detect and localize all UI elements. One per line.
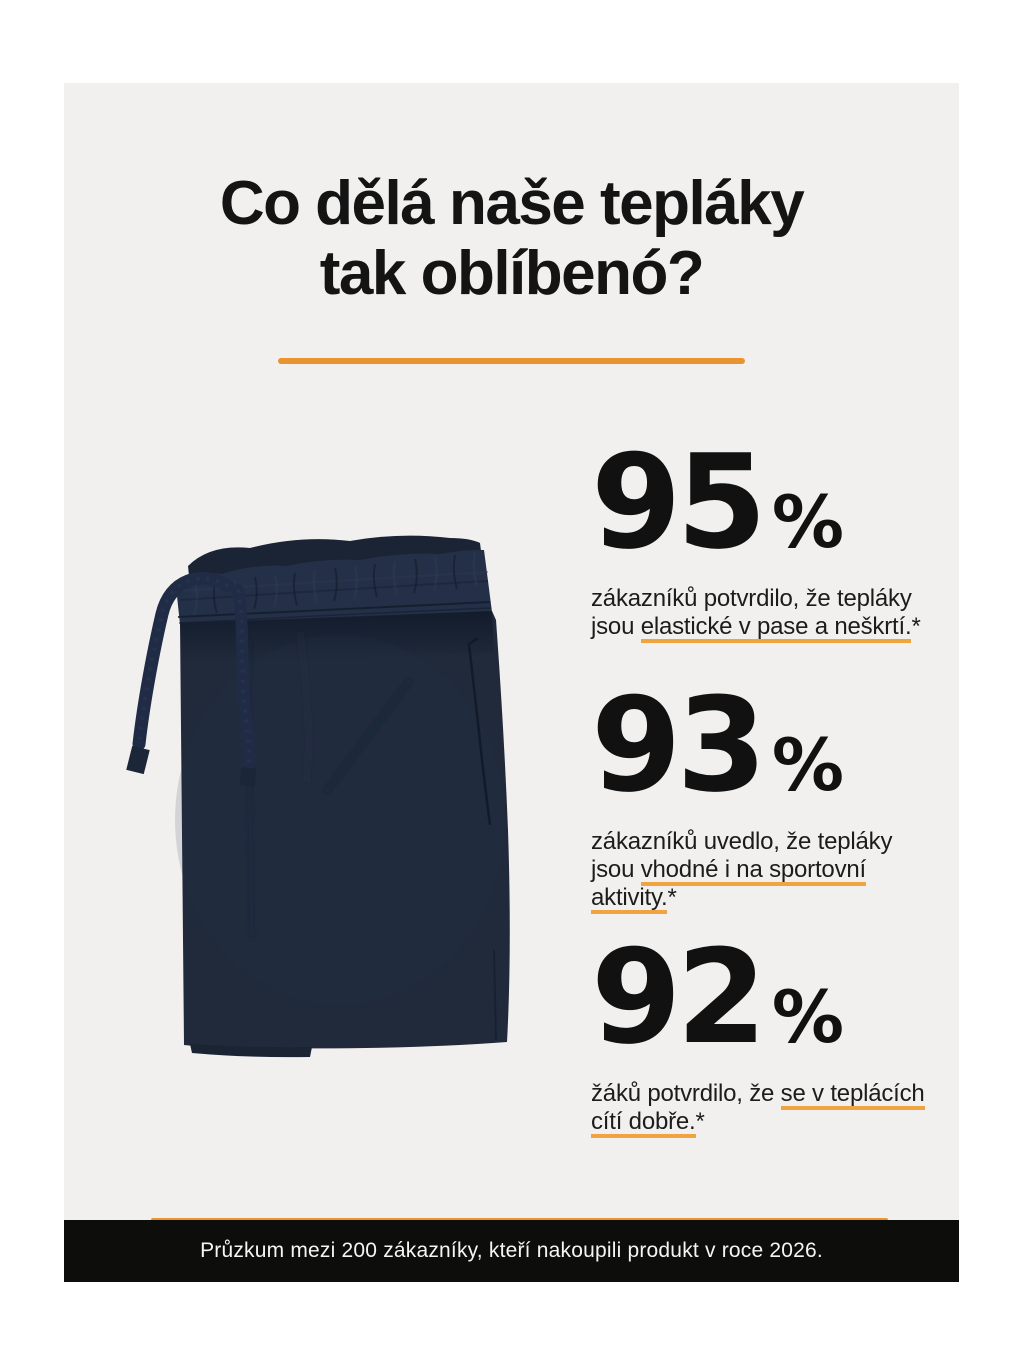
content-card: Co dělá naše tepláky tak oblíbenó? [64, 83, 959, 1282]
stat-description-93: zákazníků uvedlo, že tepláky jsou vhodné … [591, 828, 931, 914]
stat-desc-highlight: elastické v pase a neškrtí. [640, 613, 912, 643]
stat-block-95: 95% zákazníků potvrdilo, že tepláky jsou … [591, 437, 931, 643]
stat-value-95: 95% [591, 437, 931, 570]
product-photo-sweatpants [126, 535, 510, 1058]
heading-divider-line [278, 358, 745, 364]
stat-value-92: 92% [591, 932, 931, 1065]
stat-desc-text: * [911, 613, 921, 640]
stat-description-95: zákazníků potvrdilo, že tepláky jsou elas… [591, 585, 931, 643]
stat-desc-highlight: se v teplácích [780, 1080, 925, 1110]
stat-number-text: 95 [591, 426, 767, 578]
stat-block-92: 92% žáků potvrdilo, že se v teplácích cít… [591, 932, 931, 1138]
page-title-line2: tak oblíbenó? [319, 239, 705, 308]
stat-block-93: 93% zákazníků uvedlo, že tepláky jsou vho… [591, 680, 931, 914]
percent-sign: % [771, 723, 845, 807]
footer-bar: Průzkum mezi 200 zákazníky, kteří nakoup… [64, 1220, 959, 1282]
page-title-line1: Co dělá naše tepláky [219, 169, 805, 238]
stat-desc-highlight: vhodné i na sportovní [640, 856, 866, 886]
percent-sign: % [771, 975, 845, 1059]
stat-desc-text: * [667, 884, 677, 911]
page-title: Co dělá naše tepláky tak oblíbenó? [64, 169, 959, 309]
survey-note: Průzkum mezi 200 zákazníky, kteří nakoup… [200, 1239, 823, 1262]
stat-desc-highlight: cítí dobře. [591, 1108, 696, 1138]
stat-number-text: 92 [591, 921, 767, 1073]
stat-desc-text: žáků potvrdilo, že [591, 1080, 781, 1107]
stat-desc-text: zákazníků potvrdilo, že tepláky [591, 585, 912, 612]
stat-desc-text: jsou [591, 613, 641, 640]
percent-sign: % [771, 480, 845, 564]
stat-desc-highlight: aktivity. [591, 884, 668, 914]
stat-number-text: 93 [591, 669, 767, 821]
stat-description-92: žáků potvrdilo, že se v teplácích cítí do… [591, 1080, 931, 1138]
stat-desc-text: * [695, 1108, 705, 1135]
stat-desc-text: zákazníků uvedlo, že tepláky [591, 828, 893, 855]
stat-value-93: 93% [591, 680, 931, 813]
stat-desc-text: jsou [591, 856, 641, 883]
